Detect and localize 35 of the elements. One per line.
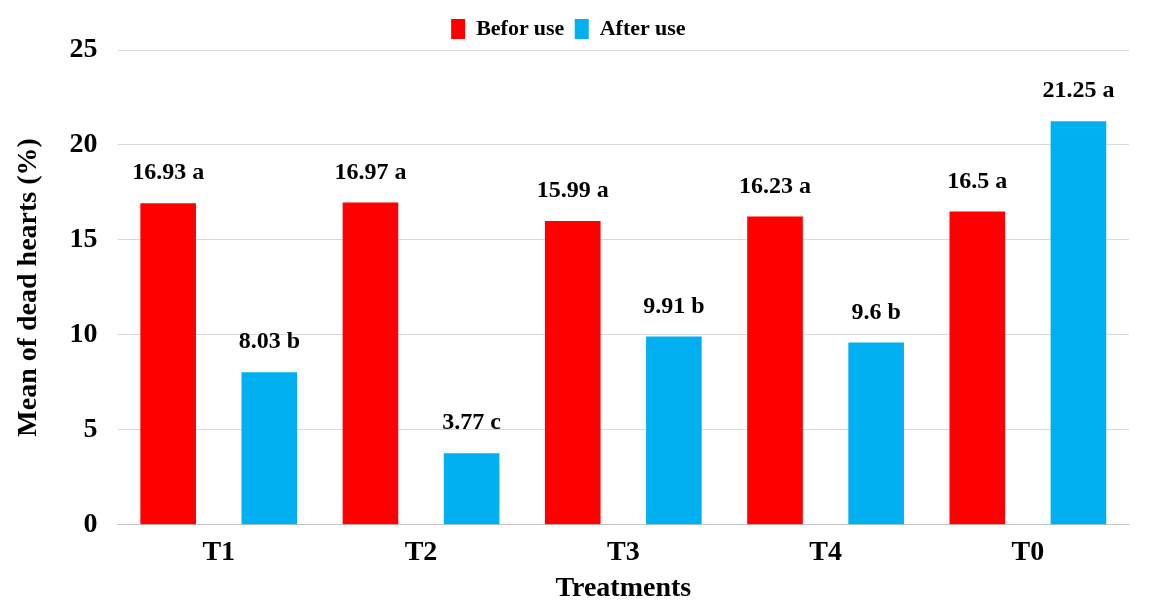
y-tick-label: 15: [69, 222, 98, 254]
data-label: 21.25 a: [1042, 76, 1115, 103]
y-tick-label: 0: [83, 507, 98, 539]
x-tick-label: T0: [1011, 534, 1045, 566]
x-axis-title: Treatments: [555, 571, 692, 603]
data-label: 16.5 a: [947, 166, 1008, 193]
x-tick-label: T2: [404, 534, 438, 566]
bar: [544, 221, 601, 525]
bar: [140, 203, 196, 525]
x-tick-label: T4: [809, 534, 842, 566]
data-label: 9.91 b: [643, 291, 705, 318]
bar: [646, 336, 702, 525]
y-axis-title: Mean of dead hearts (%): [11, 138, 43, 437]
y-tick-label: 10: [69, 317, 98, 349]
x-tick-label: T3: [606, 534, 640, 566]
x-tick-label: T1: [202, 534, 236, 566]
data-label: 9.6 b: [851, 297, 901, 324]
y-tick-label: 5: [83, 412, 98, 444]
data-label: 16.23 a: [739, 171, 812, 198]
y-tick-label: 25: [69, 32, 98, 64]
bar: [443, 453, 500, 525]
legend-label: Befor use: [476, 14, 565, 40]
bar: [747, 216, 803, 525]
data-label: 16.93 a: [132, 158, 205, 185]
data-label: 8.03 b: [238, 327, 300, 354]
bar: [949, 211, 1006, 525]
bar: [241, 372, 298, 525]
legend-label: After use: [599, 14, 686, 40]
bar: [1050, 121, 1107, 525]
bar: [342, 202, 399, 525]
data-label: 16.97 a: [334, 157, 407, 184]
bar: [848, 342, 904, 525]
data-label: 15.99 a: [536, 176, 609, 203]
y-tick-label: 20: [69, 127, 98, 159]
data-label: 3.77 c: [442, 408, 502, 435]
